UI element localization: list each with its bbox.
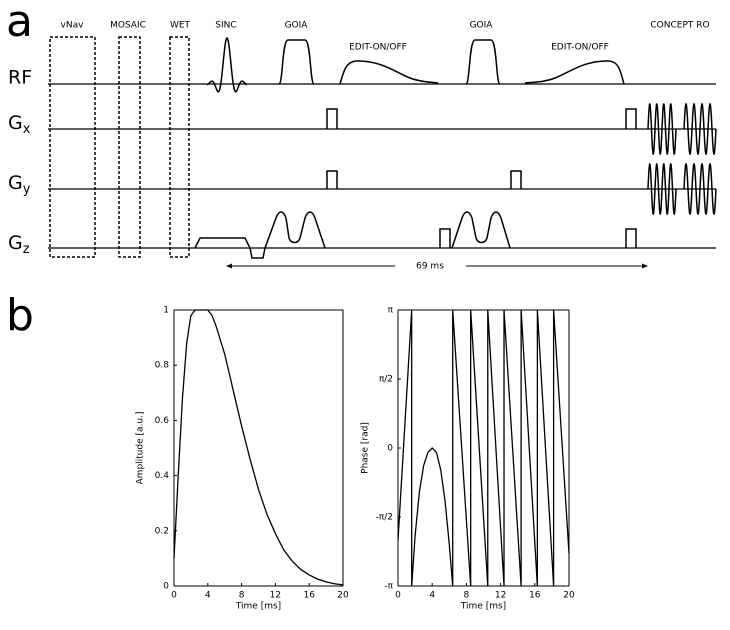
gradient-block <box>326 108 637 129</box>
row-label-sub: x <box>23 122 31 137</box>
x-tick-label: 4 <box>429 591 435 601</box>
x-tick-label: 12 <box>495 591 506 601</box>
data-line <box>173 309 344 586</box>
y-tick-label: 0.8 <box>155 361 170 371</box>
block-label: WET <box>170 21 191 31</box>
block-label: EDIT-ON/OFF <box>349 43 407 53</box>
row-label-main: G <box>8 112 23 134</box>
panel-label: a <box>6 0 33 47</box>
gz-trapezoid <box>194 237 266 259</box>
row-label-main: G <box>8 232 23 254</box>
y-tick-label: 0.4 <box>155 471 170 481</box>
x-axis-label: Time [ms] <box>235 602 281 612</box>
arrow-head <box>642 263 648 269</box>
y-axis-label: Amplitude [a.u.] <box>136 412 146 485</box>
row-label: Gy <box>8 172 31 197</box>
x-axis-label: Time [ms] <box>460 602 506 612</box>
dashed-boxes <box>49 36 190 258</box>
plot-frame <box>173 309 344 587</box>
y-tick-label: 0 <box>387 444 393 454</box>
y-tick-label: 1 <box>163 306 169 316</box>
x-tick-label: 16 <box>529 591 541 601</box>
y-tick-label: -π <box>384 582 393 592</box>
block-label: GOIA <box>470 21 494 31</box>
goia-pulse <box>465 39 501 85</box>
x-tick-label: 16 <box>303 591 315 601</box>
goia-pulse <box>278 39 315 85</box>
row-label-main: G <box>8 172 23 194</box>
row-label: Gx <box>8 112 31 137</box>
y-tick-label: -π/2 <box>376 513 393 523</box>
sequence-diagram: 69 ms vNav MOSAIC WET SINC GOIA EDIT-ON/… <box>8 21 717 272</box>
row-label: Gz <box>8 232 30 257</box>
goia-gradient <box>451 211 511 249</box>
gradient-block <box>326 170 522 189</box>
readout-gradient <box>647 163 717 215</box>
arrow-head <box>226 263 232 269</box>
x-tick-label: 4 <box>205 591 211 601</box>
y-tick-label: 0.2 <box>155 526 169 536</box>
block-label: EDIT-ON/OFF <box>551 43 609 53</box>
charts: 0 4 8 12 16 20 0 0.2 0.4 0.6 0.8 1 Time [ms] Amplitud… <box>136 306 575 612</box>
edit-pulse <box>339 60 439 85</box>
gradient-block <box>625 228 637 248</box>
x-tick-label: 20 <box>563 591 575 601</box>
x-tick-label: 12 <box>270 591 281 601</box>
row-label-sub: z <box>23 242 30 257</box>
block-label: MOSAIC <box>110 21 146 31</box>
readout-gradient <box>647 103 717 155</box>
box <box>118 36 141 258</box>
y-tick-label: π <box>388 306 394 316</box>
block-label: SINC <box>215 21 236 31</box>
x-tick-label: 8 <box>239 591 245 601</box>
edit-pulse <box>524 60 625 85</box>
x-tick-label: 0 <box>171 591 177 601</box>
gradient-block <box>439 228 451 248</box>
x-tick-label: 20 <box>337 591 349 601</box>
row-label: RF <box>8 67 32 89</box>
block-label: CONCEPT RO <box>650 21 709 31</box>
sinc-pulse <box>206 36 248 93</box>
plot-frame <box>397 309 570 587</box>
data-line <box>397 309 570 587</box>
timing-label: 69 ms <box>416 262 444 272</box>
y-tick-label: π/2 <box>379 375 393 385</box>
block-label: vNav <box>61 21 85 31</box>
goia-gradient <box>264 211 326 249</box>
y-tick-label: 0.6 <box>155 416 170 426</box>
row-label-sub: y <box>23 182 31 197</box>
x-tick-label: 0 <box>395 591 401 601</box>
box <box>49 36 96 258</box>
y-axis-label: Phase [rad] <box>361 422 371 474</box>
block-label: GOIA <box>285 21 309 31</box>
box <box>169 36 190 258</box>
y-tick-label: 0 <box>163 582 169 592</box>
x-tick-label: 8 <box>464 591 470 601</box>
panel-label: b <box>6 290 34 341</box>
